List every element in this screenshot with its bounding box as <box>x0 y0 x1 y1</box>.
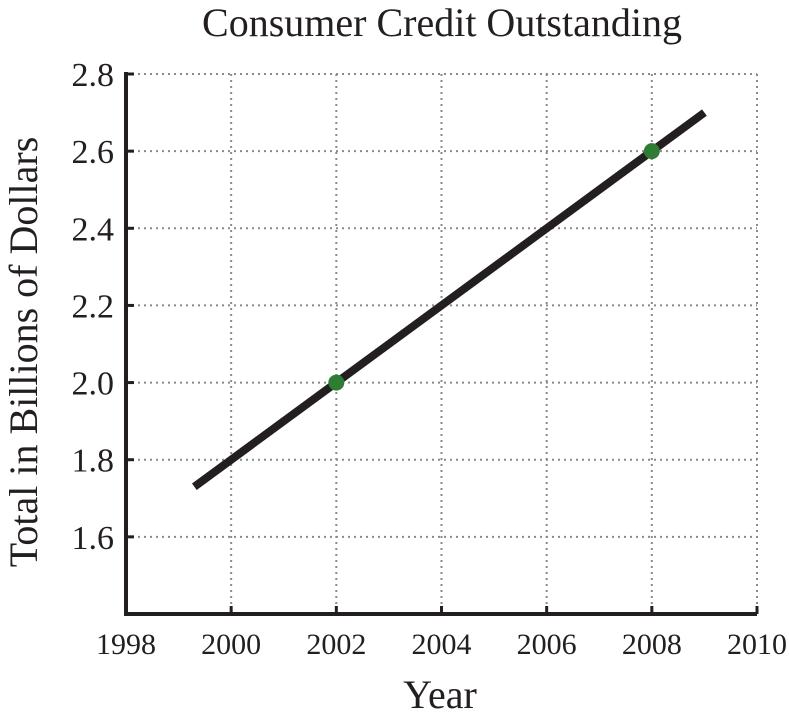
axes <box>124 72 759 616</box>
x-tick-label: 2002 <box>306 628 366 661</box>
grid <box>126 73 758 614</box>
y-tick-label: 1.6 <box>72 520 115 557</box>
tick-labels: 1.6 1.8 2.0 2.2 2.4 2.6 2.8 1998 2000 2002 2004 200… <box>72 57 788 661</box>
x-axis-title: Year <box>403 672 477 717</box>
y-tick-label: 2.4 <box>72 211 115 248</box>
y-axis-title: Total in Billions of Dollars <box>1 137 46 568</box>
y-tick-label: 2.2 <box>72 288 115 325</box>
x-tick-label: 2008 <box>622 628 682 661</box>
x-tick-label: 2010 <box>727 628 787 661</box>
y-tick-label: 1.8 <box>72 443 115 480</box>
x-tick-label: 2006 <box>517 628 577 661</box>
series-line <box>191 109 707 490</box>
x-tick-label: 1998 <box>96 628 156 661</box>
data-point <box>643 143 660 160</box>
y-tick-label: 2.8 <box>72 57 115 94</box>
data-points <box>328 143 660 391</box>
x-tick-label: 2004 <box>412 628 472 661</box>
x-tick-label: 2000 <box>201 628 261 661</box>
y-tick-label: 2.0 <box>72 366 115 403</box>
y-tick-label: 2.6 <box>72 134 115 171</box>
chart-title: Consumer Credit Outstanding <box>202 0 682 45</box>
data-point <box>328 374 345 391</box>
series <box>191 109 707 490</box>
